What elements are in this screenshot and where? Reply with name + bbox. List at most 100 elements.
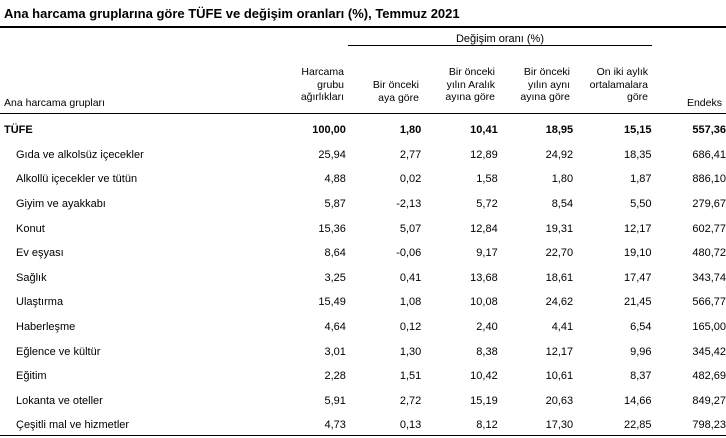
- cell-monthly: 5,07: [399, 222, 422, 235]
- row-label: Gıda ve alkolsüz içecekler: [16, 148, 144, 161]
- row-label: Lokanta ve oteller: [16, 394, 103, 407]
- cell-index: 849,27: [692, 394, 726, 407]
- table-row: Eğitim 2,28 1,51 10,42 10,61 8,37 482,69: [0, 364, 726, 389]
- row-label: Konut: [16, 222, 45, 235]
- cell-avg12: 15,15: [624, 124, 652, 137]
- cell-monthly: 1,80: [399, 124, 422, 137]
- row-label: Eğlence ve kültür: [16, 345, 101, 358]
- title-rule: [0, 26, 726, 28]
- cell-weight: 8,64: [324, 247, 346, 260]
- cell-weight: 4,73: [324, 419, 346, 432]
- cell-since-dec: 10,42: [470, 370, 498, 383]
- cell-weight: 25,94: [318, 148, 346, 161]
- row-label: Sağlık: [16, 271, 47, 284]
- cell-index: 686,41: [692, 148, 726, 161]
- cell-yoy: 10,61: [545, 370, 574, 383]
- cell-since-dec: 13,68: [470, 271, 498, 284]
- table-row: Alkollü içecekler ve tütün 4,88 0,02 1,58 1,…: [0, 167, 726, 192]
- group-header-rule: [348, 45, 652, 46]
- cell-index: 798,23: [692, 419, 726, 432]
- cell-avg12: 14,66: [624, 394, 652, 407]
- cell-monthly: 0,02: [399, 173, 422, 186]
- cell-index: 480,72: [692, 247, 726, 260]
- cell-weight: 15,36: [318, 222, 346, 235]
- cell-yoy: 1,80: [551, 173, 574, 186]
- cpi-table: TÜFE 100,00 1,80 10,41 18,95 15,15 557,36 Gıda …: [0, 118, 726, 438]
- cell-weight: 3,01: [324, 345, 346, 358]
- cell-index: 165,00: [692, 321, 726, 334]
- row-label: Ev eşyası: [16, 247, 64, 260]
- cell-avg12: 17,47: [624, 271, 652, 284]
- cell-avg12: 5,50: [630, 198, 652, 211]
- cell-weight: 2,28: [324, 370, 346, 383]
- cell-monthly: 0,41: [399, 271, 422, 284]
- col-header-avg12: On iki aylık ortalamalara göre: [589, 66, 648, 103]
- col-header-weight: Harcama grubu ağırlıkları: [300, 66, 344, 103]
- table-row: Eğlence ve kültür 3,01 1,30 8,38 12,17 9,96 34…: [0, 339, 726, 364]
- cell-monthly: 2,72: [399, 394, 422, 407]
- col-header-monthly: Bir önceki aya göre: [372, 79, 419, 104]
- cell-since-dec: 8,38: [476, 345, 498, 358]
- table-row: Konut 15,36 5,07 12,84 19,31 12,17 602,77: [0, 216, 726, 241]
- cell-avg12: 1,87: [630, 173, 652, 186]
- table-row: TÜFE 100,00 1,80 10,41 18,95 15,15 557,36: [0, 118, 726, 143]
- table-title: Ana harcama gruplarına göre TÜFE ve deği…: [4, 6, 460, 21]
- cell-yoy: 24,62: [545, 296, 574, 309]
- cell-since-dec: 5,72: [476, 198, 498, 211]
- cell-avg12: 22,85: [624, 419, 652, 432]
- cell-yoy: 20,63: [545, 394, 574, 407]
- cell-weight: 5,91: [324, 394, 346, 407]
- cell-avg12: 21,45: [624, 296, 652, 309]
- cell-yoy: 19,31: [545, 222, 574, 235]
- cell-avg12: 9,96: [630, 345, 652, 358]
- cell-weight: 5,87: [324, 198, 346, 211]
- cell-since-dec: 8,12: [476, 419, 498, 432]
- cell-yoy: 18,95: [545, 124, 574, 137]
- cell-monthly: -2,13: [396, 198, 422, 211]
- cell-index: 566,77: [692, 296, 726, 309]
- table-row: Çeşitli mal ve hizmetler 4,73 0,13 8,12 17,3…: [0, 413, 726, 438]
- table-row: Gıda ve alkolsüz içecekler 25,94 2,77 12,89…: [0, 143, 726, 168]
- cell-yoy: 24,92: [545, 148, 574, 161]
- cell-yoy: 4,41: [551, 321, 574, 334]
- row-label: Giyim ve ayakkabı: [16, 198, 106, 211]
- cell-weight: 15,49: [318, 296, 346, 309]
- cell-since-dec: 10,08: [470, 296, 498, 309]
- cell-monthly: -0,06: [396, 247, 422, 260]
- cell-avg12: 8,37: [630, 370, 652, 383]
- cell-index: 602,77: [692, 222, 726, 235]
- row-label: Çeşitli mal ve hizmetler: [16, 419, 130, 432]
- cell-avg12: 12,17: [624, 222, 652, 235]
- cell-since-dec: 12,84: [470, 222, 498, 235]
- cell-index: 345,42: [692, 345, 726, 358]
- cell-index: 279,67: [692, 198, 726, 211]
- cell-since-dec: 15,19: [470, 394, 498, 407]
- cell-yoy: 18,61: [545, 271, 574, 284]
- table-row: Ev eşyası 8,64 -0,06 9,17 22,70 19,10 480,72: [0, 241, 726, 266]
- cell-index: 343,74: [692, 271, 726, 284]
- cell-monthly: 1,51: [399, 370, 422, 383]
- cell-yoy: 17,30: [545, 419, 574, 432]
- row-label: Ulaştırma: [16, 296, 64, 309]
- cell-index: 886,10: [692, 173, 726, 186]
- table-row: Ulaştırma 15,49 1,08 10,08 24,62 21,45 566,77: [0, 290, 726, 315]
- cell-avg12: 18,35: [624, 148, 652, 161]
- table-row: Haberleşme 4,64 0,12 2,40 4,41 6,54 165,00: [0, 315, 726, 340]
- cell-since-dec: 1,58: [476, 173, 498, 186]
- cell-since-dec: 12,89: [470, 148, 498, 161]
- header-rule: [0, 113, 726, 114]
- cell-yoy: 12,17: [545, 345, 574, 358]
- cell-weight: 100,00: [312, 124, 346, 137]
- col-header-since-dec: Bir önceki yılın Aralık ayına göre: [445, 66, 495, 103]
- cell-monthly: 1,08: [399, 296, 422, 309]
- row-label: Haberleşme: [16, 321, 76, 334]
- cell-monthly: 1,30: [399, 345, 422, 358]
- group-header: Değişim oranı (%): [455, 33, 545, 45]
- col-header-yoy: Bir önceki yılın aynı ayına göre: [520, 66, 570, 103]
- cell-index: 482,69: [692, 370, 726, 383]
- row-header: Ana harcama grupları: [4, 97, 105, 109]
- row-label: Alkollü içecekler ve tütün: [16, 173, 138, 186]
- cell-yoy: 8,54: [551, 198, 574, 211]
- col-header-index: Endeks: [686, 97, 722, 109]
- cell-monthly: 0,13: [399, 419, 422, 432]
